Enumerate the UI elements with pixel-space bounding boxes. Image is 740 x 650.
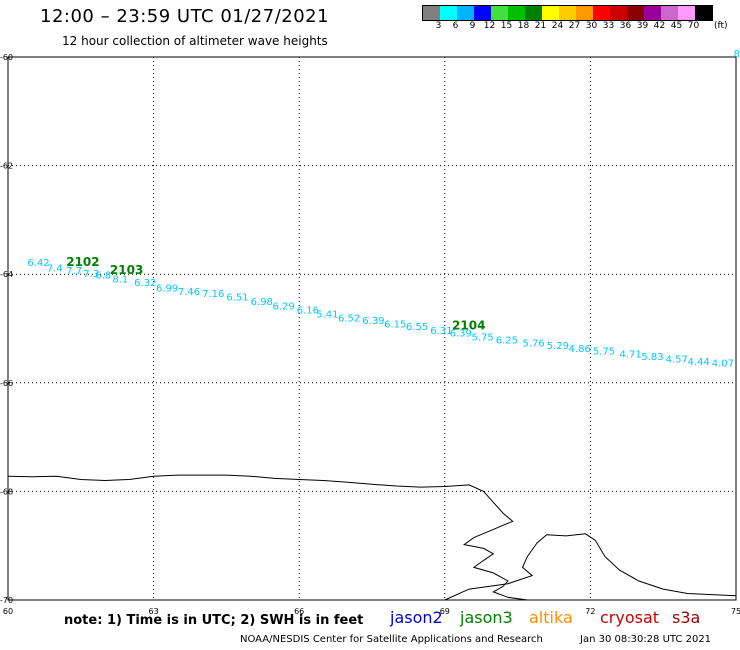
swh-value: 6.8 xyxy=(95,271,111,282)
swh-value: 5.76 xyxy=(522,338,544,349)
generated-timestamp: Jan 30 08:30:28 UTC 2021 xyxy=(580,634,712,645)
legend-units: (ft) xyxy=(714,21,728,31)
legend-swatch xyxy=(491,6,508,20)
swh-value: 6.42 xyxy=(27,258,49,269)
swh-value: 6.15 xyxy=(384,319,406,330)
map-frame xyxy=(7,56,737,601)
legend-label: 9 xyxy=(469,21,476,31)
swh-value: 5.29 xyxy=(547,341,569,352)
credit-line: NOAA/NESDIS Center for Satellite Applica… xyxy=(240,634,543,645)
legend-label: 12 xyxy=(483,21,496,31)
swh-value: 5.41 xyxy=(316,310,338,321)
legend-label: 3 xyxy=(435,21,442,31)
footer-note: note: 1) Time is in UTC; 2) SWH is in fe… xyxy=(64,613,364,628)
legend-label: 33 xyxy=(602,21,615,31)
legend-label: 42 xyxy=(653,21,666,31)
color-legend xyxy=(422,5,713,21)
legend-label: 21 xyxy=(534,21,547,31)
swh-value: 4.07 xyxy=(712,359,734,370)
coastline-inlet xyxy=(444,533,737,601)
legend-label: 70 xyxy=(687,21,700,31)
legend-swatch xyxy=(440,6,457,20)
satellite-jason2: jason2 xyxy=(390,608,443,627)
legend-swatch xyxy=(644,6,661,20)
lon-tick-label: 75 xyxy=(731,607,740,616)
swh-value: 5.75 xyxy=(471,332,493,343)
swh-value: 6.55 xyxy=(406,322,428,333)
legend-swatch xyxy=(423,6,440,20)
lon-tick-label: 69 xyxy=(440,607,450,616)
swh-value: 7.3 xyxy=(83,269,99,280)
lon-tick-label: 72 xyxy=(585,607,595,616)
swh-value: 8. xyxy=(734,49,740,60)
legend-label: 27 xyxy=(568,21,581,31)
legend-swatch xyxy=(542,6,559,20)
legend-swatch xyxy=(678,6,695,20)
swh-value: 6.39 xyxy=(450,329,472,340)
swh-value: 5.75 xyxy=(593,347,615,358)
swh-value: 6.39 xyxy=(362,316,384,327)
lat-tick-label: -68 xyxy=(0,487,13,496)
satellite-altika: altika xyxy=(529,608,573,627)
legend-swatch xyxy=(610,6,627,20)
swh-value: 6.52 xyxy=(338,313,360,324)
legend-swatch xyxy=(627,6,644,20)
legend-swatch xyxy=(474,6,491,20)
legend-label: 39 xyxy=(636,21,649,31)
legend-label: 45 xyxy=(670,21,683,31)
pass-number-label: 2102 xyxy=(66,255,99,269)
legend-swatch xyxy=(525,6,542,20)
swh-value: 6.16 xyxy=(297,305,319,316)
pass-number-label: 2104 xyxy=(452,319,485,333)
pass-number-label: 2103 xyxy=(110,263,143,277)
swh-value: 6.31 xyxy=(430,326,452,337)
legend-swatch xyxy=(508,6,525,20)
swh-value: 6.29 xyxy=(273,301,295,312)
swh-value: 7.4 xyxy=(47,263,63,274)
swh-value: 7.16 xyxy=(202,289,224,300)
legend-label: 18 xyxy=(517,21,530,31)
lat-tick-label: -70 xyxy=(0,596,13,605)
swh-value: 4.86 xyxy=(569,344,591,355)
lat-tick-label: -64 xyxy=(0,270,13,279)
legend-swatch xyxy=(559,6,576,20)
swh-value: 5.83 xyxy=(641,352,663,363)
lat-tick-label: -66 xyxy=(0,379,13,388)
satellite-s3a: s3a xyxy=(672,608,701,627)
swh-value: 6.25 xyxy=(496,336,518,347)
swh-value: 4.44 xyxy=(687,357,709,368)
swh-value: 7.46 xyxy=(178,287,200,298)
swh-value: 6.32 xyxy=(134,278,156,289)
legend-swatch xyxy=(661,6,678,20)
swh-value: 4.57 xyxy=(666,355,688,366)
legend-label: 36 xyxy=(619,21,632,31)
satellite-jason3: jason3 xyxy=(460,608,513,627)
swh-value: 7.7 xyxy=(66,266,82,277)
legend-swatch xyxy=(576,6,593,20)
swh-value: 4.71 xyxy=(620,349,642,360)
lat-tick-label: -60 xyxy=(0,53,13,62)
legend-label: 30 xyxy=(585,21,598,31)
satellite-cryosat: cryosat xyxy=(600,608,660,627)
lon-tick-label: 63 xyxy=(149,607,159,616)
legend-label: 15 xyxy=(500,21,513,31)
lat-tick-label: -62 xyxy=(0,162,13,171)
map-title: 12:00 – 23:59 UTC 01/27/2021 xyxy=(40,6,330,27)
map-subtitle: 12 hour collection of altimeter wave hei… xyxy=(62,34,328,48)
legend-swatch xyxy=(593,6,610,20)
lon-tick-label: 66 xyxy=(294,607,304,616)
swh-value: 8.1 xyxy=(112,274,128,285)
swh-value: 6.98 xyxy=(251,297,273,308)
legend-swatch xyxy=(457,6,474,20)
swh-value: 6.51 xyxy=(226,292,248,303)
coastline xyxy=(7,474,528,601)
lon-tick-label: 60 xyxy=(3,607,13,616)
swh-value: 6.99 xyxy=(156,284,178,295)
legend-label: 24 xyxy=(551,21,564,31)
legend-label: 6 xyxy=(452,21,459,31)
legend-swatch xyxy=(695,6,712,20)
